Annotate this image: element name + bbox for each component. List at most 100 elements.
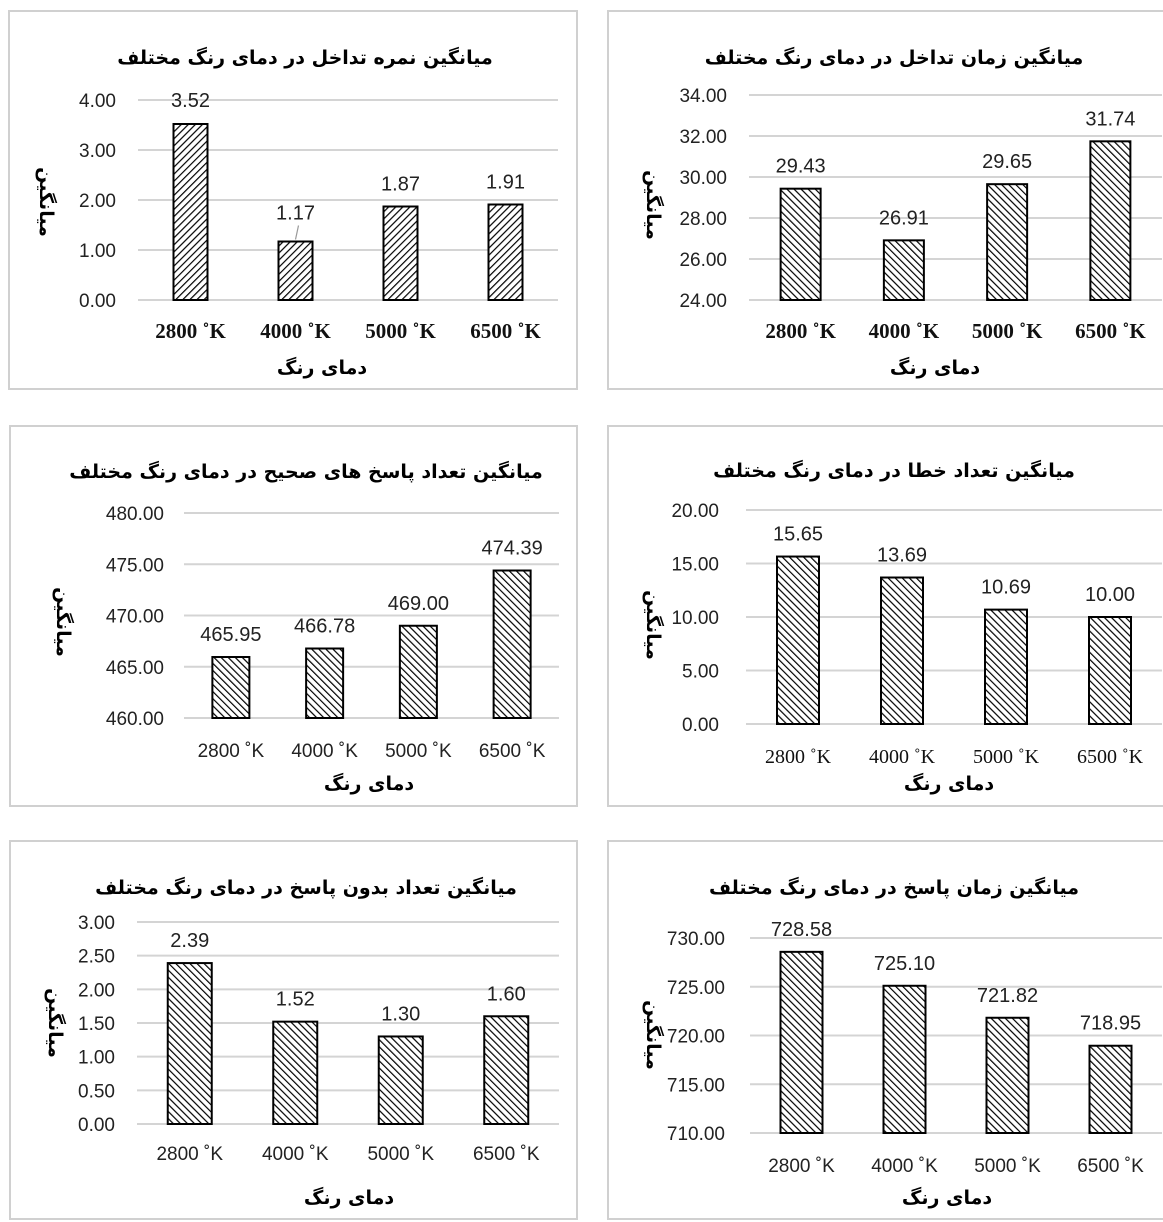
chart-panel-interference-score: میانگین نمره تداخل در دمای رنگ مختلف 0.00… bbox=[8, 10, 578, 390]
bar bbox=[382, 205, 419, 301]
chart-svg: میانگین زمان تداخل در دمای رنگ مختلف 24.0… bbox=[642, 46, 1162, 379]
chart-svg: میانگین تعداد بدون پاسخ در دمای رنگ مختل… bbox=[44, 876, 559, 1209]
x-tick-label: 6500 ˚K bbox=[473, 1144, 540, 1165]
y-tick-label: 1.00 bbox=[79, 241, 116, 262]
bar bbox=[305, 647, 345, 720]
data-label: 466.78 bbox=[294, 616, 355, 638]
y-tick-label: 480.00 bbox=[106, 504, 164, 525]
chart-title: میانگین زمان پاسخ در دمای رنگ مختلف bbox=[709, 876, 1079, 899]
data-label: 1.87 bbox=[381, 174, 420, 196]
y-tick-label: 720.00 bbox=[667, 1027, 725, 1048]
y-axis-label: میانگین bbox=[52, 587, 75, 657]
bar bbox=[779, 187, 822, 301]
x-tick-label: 6500 ˚K bbox=[1075, 319, 1146, 343]
bar bbox=[882, 984, 927, 1134]
y-tick-label: 730.00 bbox=[667, 929, 725, 950]
x-tick-label: 2800 ˚K bbox=[155, 319, 226, 343]
x-axis-label: دمای رنگ bbox=[277, 356, 367, 379]
y-tick-label: 2.00 bbox=[79, 191, 116, 212]
bar bbox=[272, 1020, 319, 1125]
chart-title: میانگین تعداد پاسخ های صحیح در دمای رنگ … bbox=[69, 460, 542, 483]
bar bbox=[779, 950, 824, 1134]
bar bbox=[166, 962, 213, 1125]
data-label: 1.60 bbox=[487, 983, 526, 1005]
data-label: 725.10 bbox=[874, 953, 935, 975]
x-axis-label: دمای رنگ bbox=[324, 772, 414, 795]
y-tick-label: 0.00 bbox=[682, 715, 719, 736]
y-tick-label: 470.00 bbox=[106, 607, 164, 628]
chart-svg: میانگین تعداد پاسخ های صحیح در دمای رنگ … bbox=[52, 460, 559, 795]
y-tick-label: 5.00 bbox=[682, 662, 719, 683]
bar bbox=[277, 240, 314, 301]
x-tick-label: 6500 ˚K bbox=[1077, 1156, 1144, 1177]
x-tick-label: 6500 ˚K bbox=[470, 319, 541, 343]
y-tick-label: 26.00 bbox=[679, 250, 727, 271]
y-tick-label: 34.00 bbox=[679, 86, 727, 107]
bar bbox=[882, 239, 925, 301]
chart-svg: میانگین نمره تداخل در دمای رنگ مختلف 0.00… bbox=[35, 46, 558, 379]
y-axis-label: میانگین bbox=[642, 590, 665, 660]
y-tick-label: 460.00 bbox=[106, 709, 164, 730]
y-tick-label: 475.00 bbox=[106, 555, 164, 576]
x-tick-label: 5000 ˚K bbox=[365, 319, 436, 343]
bar bbox=[211, 656, 251, 719]
x-tick-label: 6500 ˚K bbox=[479, 741, 546, 762]
data-label: 2.39 bbox=[170, 930, 209, 952]
x-tick-label: 5000 ˚K bbox=[973, 746, 1040, 768]
y-tick-label: 20.00 bbox=[671, 501, 719, 522]
y-tick-label: 1.50 bbox=[78, 1014, 115, 1035]
bar bbox=[1089, 140, 1132, 301]
chart-svg: میانگین زمان پاسخ در دمای رنگ مختلف 710.0… bbox=[642, 876, 1162, 1209]
y-tick-label: 0.00 bbox=[78, 1115, 115, 1136]
data-label: 1.91 bbox=[486, 172, 525, 194]
data-label: 469.00 bbox=[388, 593, 449, 615]
bar bbox=[483, 1015, 530, 1125]
x-tick-label: 4000 ˚K bbox=[869, 746, 936, 768]
x-tick-label: 2800 ˚K bbox=[198, 741, 265, 762]
x-tick-label: 2800 ˚K bbox=[156, 1144, 223, 1165]
x-axis-label: دمای رنگ bbox=[904, 772, 994, 795]
chart-panel-correct-answers: میانگین تعداد پاسخ های صحیح در دمای رنگ … bbox=[9, 425, 578, 807]
data-label: 1.52 bbox=[276, 989, 315, 1011]
chart-title: میانگین تعداد خطا در دمای رنگ مختلف bbox=[713, 459, 1075, 482]
y-axis-label: میانگین bbox=[44, 988, 67, 1058]
data-label: 721.82 bbox=[977, 985, 1038, 1007]
x-tick-label: 4000 ˚K bbox=[871, 1156, 938, 1177]
bar bbox=[985, 1016, 1030, 1135]
y-tick-label: 28.00 bbox=[679, 209, 727, 230]
chart-title: میانگین نمره تداخل در دمای رنگ مختلف bbox=[117, 46, 492, 69]
data-label: 718.95 bbox=[1080, 1013, 1141, 1035]
x-tick-label: 5000 ˚K bbox=[367, 1144, 434, 1165]
data-label: 1.30 bbox=[381, 1003, 420, 1025]
y-tick-label: 725.00 bbox=[667, 978, 725, 999]
bar bbox=[880, 576, 924, 725]
bar bbox=[377, 1035, 424, 1125]
data-label: 15.65 bbox=[773, 524, 823, 546]
bar bbox=[984, 608, 1028, 726]
data-label: 29.43 bbox=[776, 156, 826, 178]
x-tick-label: 4000 ˚K bbox=[869, 319, 940, 343]
x-tick-label: 6500 ˚K bbox=[1077, 746, 1144, 768]
bar bbox=[487, 203, 524, 301]
bar bbox=[776, 555, 820, 725]
chart-panel-response-time: میانگین زمان پاسخ در دمای رنگ مختلف 710.0… bbox=[607, 840, 1163, 1220]
data-label: 465.95 bbox=[200, 624, 261, 646]
y-tick-label: 3.00 bbox=[79, 141, 116, 162]
chart-panel-error-count: میانگین تعداد خطا در دمای رنگ مختلف 0.00 5… bbox=[607, 425, 1163, 807]
data-label: 728.58 bbox=[771, 919, 832, 941]
x-tick-label: 4000 ˚K bbox=[291, 741, 358, 762]
data-label: 10.00 bbox=[1085, 584, 1135, 606]
y-tick-label: 10.00 bbox=[671, 608, 719, 629]
data-label: 474.39 bbox=[482, 538, 543, 560]
y-tick-label: 24.00 bbox=[679, 291, 727, 312]
data-label: 31.74 bbox=[1085, 108, 1135, 130]
x-tick-label: 5000 ˚K bbox=[385, 741, 452, 762]
y-tick-label: 2.50 bbox=[78, 947, 115, 968]
y-tick-label: 0.50 bbox=[78, 1081, 115, 1102]
y-tick-label: 1.00 bbox=[78, 1048, 115, 1069]
x-tick-label: 4000 ˚K bbox=[262, 1144, 329, 1165]
y-tick-label: 3.00 bbox=[78, 913, 115, 934]
bar bbox=[492, 569, 532, 719]
y-tick-label: 15.00 bbox=[671, 555, 719, 576]
label-leader-line bbox=[294, 225, 300, 240]
